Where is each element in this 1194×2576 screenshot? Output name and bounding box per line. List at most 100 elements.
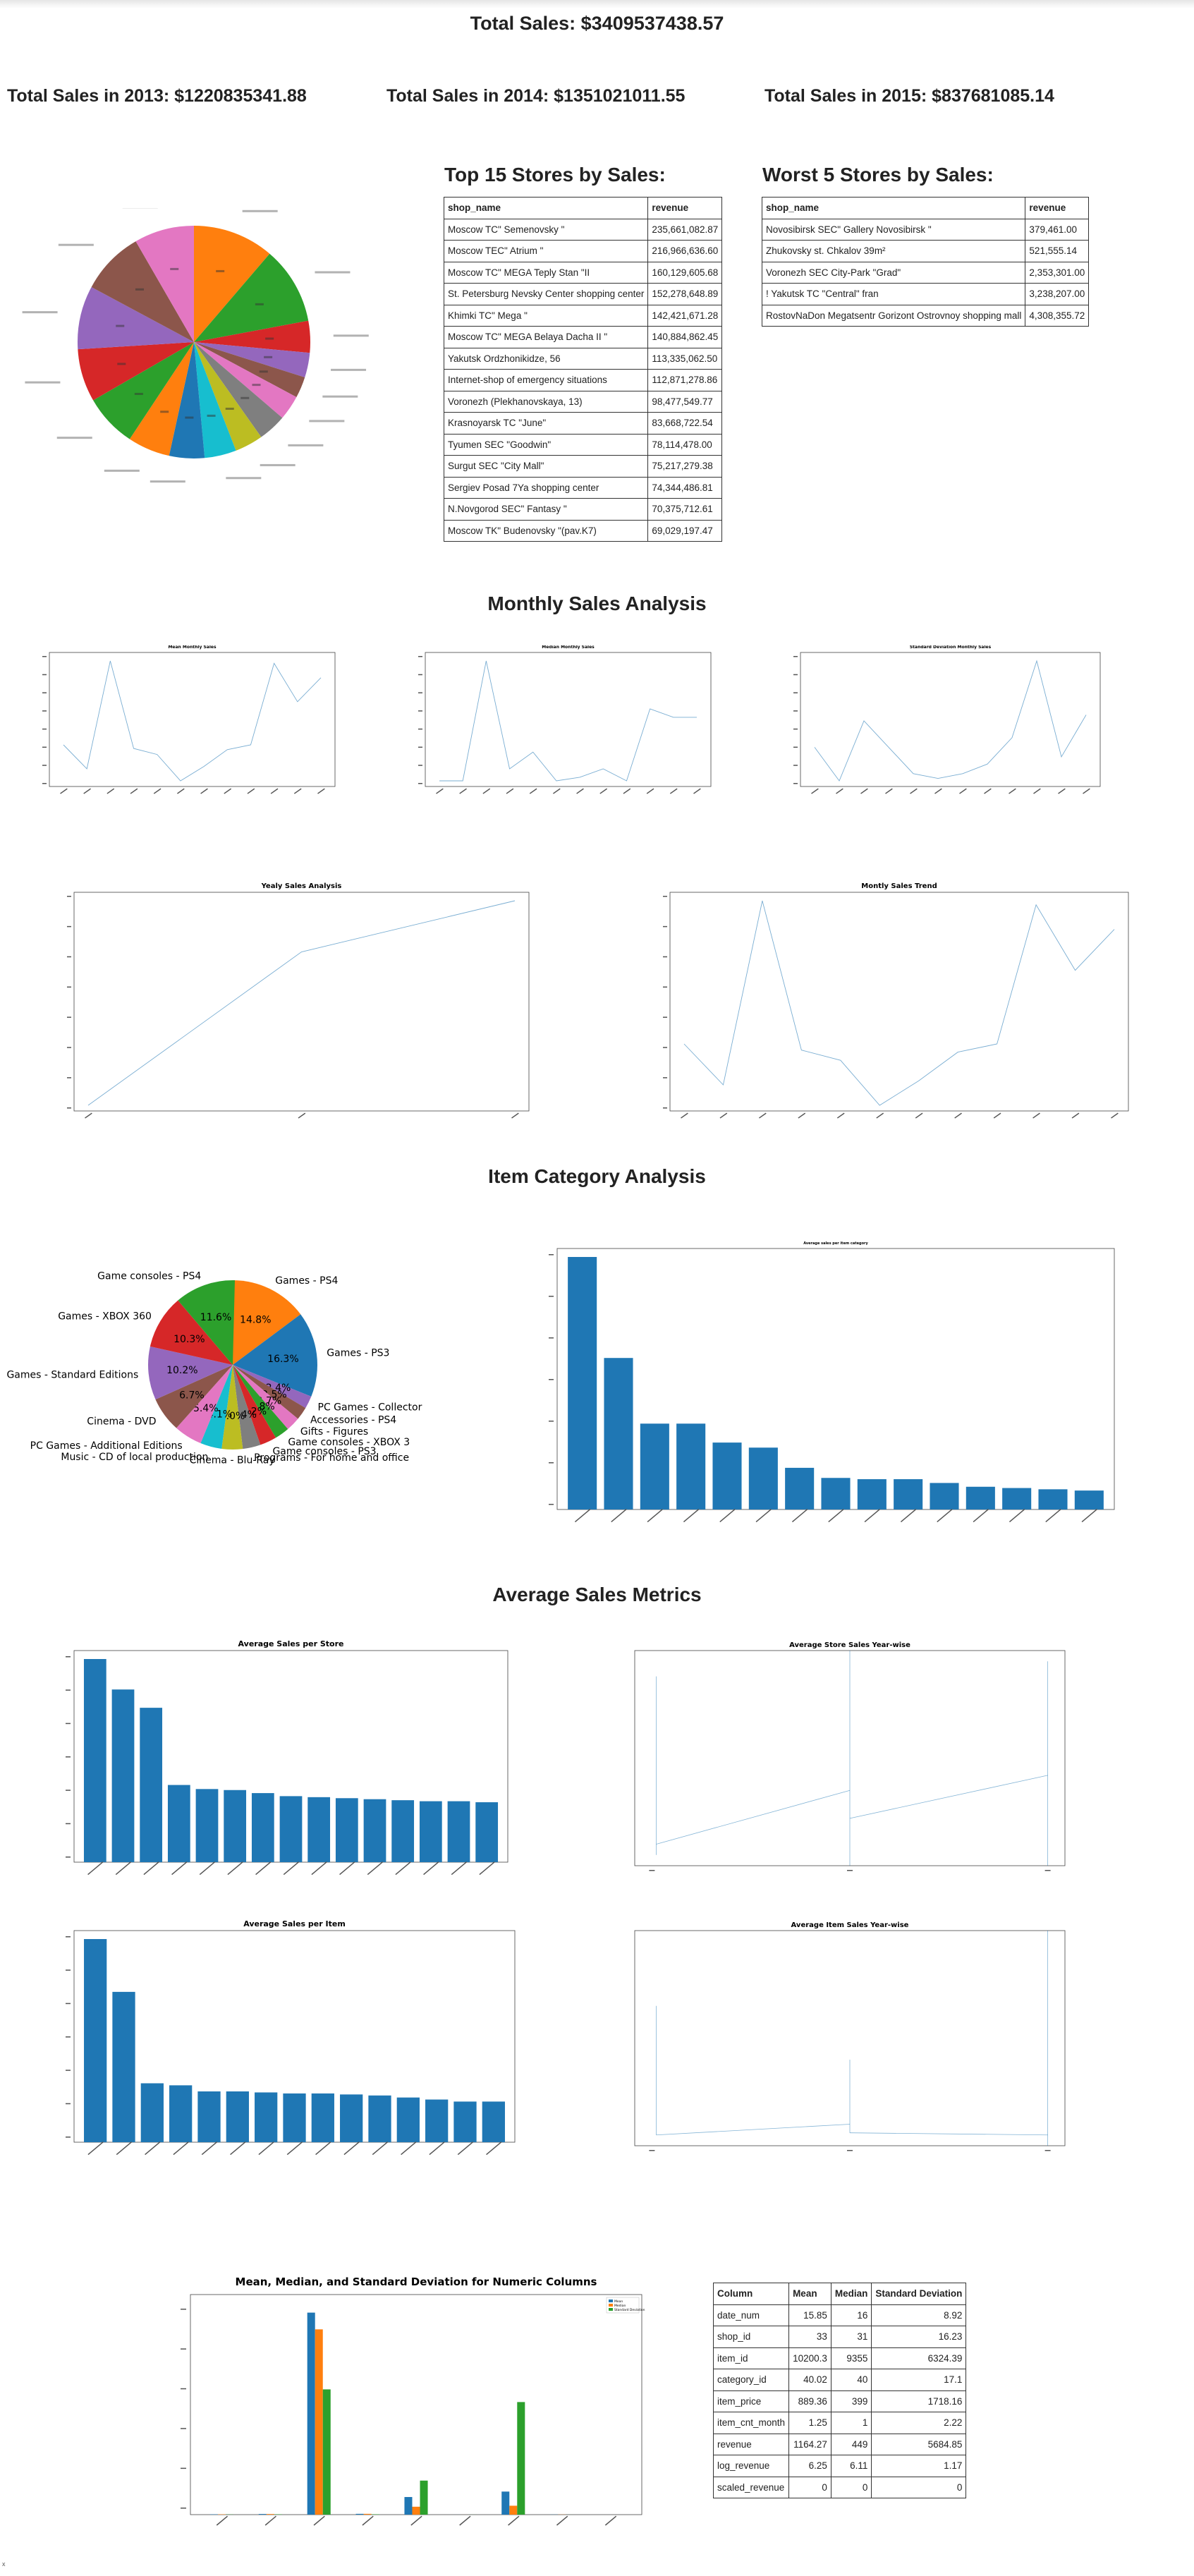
- bar: [453, 2101, 477, 2142]
- table-cell: Internet-shop of emergency situations: [443, 369, 649, 391]
- x-tick-label: [130, 788, 138, 794]
- x-tick-label: [683, 1509, 700, 1523]
- y-tick-label: [663, 1077, 667, 1079]
- pie-slice: [233, 1365, 276, 1445]
- table-cell: 2,353,301.00: [1025, 261, 1090, 284]
- table-cell: 1.17: [871, 2455, 967, 2477]
- pie-slice: [194, 226, 270, 342]
- y-tick-label: [663, 1047, 667, 1048]
- pie-slice: [194, 342, 262, 451]
- y-tick-label: [181, 2348, 186, 2350]
- bar: [322, 2389, 331, 2515]
- pie-label-mark: [104, 469, 140, 472]
- table-cell: revenue: [712, 2433, 790, 2455]
- x-tick-label: [828, 1509, 844, 1523]
- x-tick-label: [106, 788, 115, 794]
- table-cell: St. Petersburg Nevsky Center shopping ce…: [443, 283, 649, 305]
- x-tick-label: [116, 2141, 133, 2156]
- x-tick-label: [791, 1509, 808, 1523]
- col-shop-name: shop_name: [443, 197, 649, 219]
- table-row: Moscow TC" MEGA Belaya Dacha II " 140,884…: [443, 326, 723, 348]
- bar: [396, 2097, 420, 2142]
- numeric-stats-table: Column Mean Median Standard Deviation da…: [712, 2283, 967, 2498]
- table-cell: 4,308,355.72: [1025, 304, 1090, 327]
- table-cell: 521,555.14: [1025, 240, 1090, 262]
- bar: [1002, 1488, 1032, 1509]
- pie-slice-label: Games - XBOX 360: [58, 1311, 152, 1322]
- x-tick-label: [459, 788, 467, 794]
- x-tick-label: [153, 788, 162, 794]
- store-sales-pie-panel: [14, 206, 381, 483]
- pie-pct-mark: [185, 416, 194, 419]
- bar: [965, 1486, 995, 1509]
- x-tick-label: [451, 1861, 468, 1876]
- chart-title: Median Monthly Sales: [542, 645, 595, 650]
- bar: [251, 1793, 274, 1862]
- x-tick-label: [647, 1509, 664, 1523]
- x-tick-label: [339, 1861, 355, 1876]
- pie-slice-label: Game consoles - PS3: [272, 1446, 376, 1457]
- table-cell: N.Novgorod SEC" Fantasy ": [443, 498, 649, 521]
- y-tick-label: [66, 1689, 71, 1691]
- pie-pct-mark: [160, 411, 169, 413]
- table-cell: Sergiev Posad 7Ya shopping center: [443, 476, 649, 499]
- pie-slice: [78, 342, 194, 401]
- x-tick-label: [395, 1861, 411, 1876]
- y-tick-label: [793, 783, 798, 784]
- average-sales-section-title: Average Sales Metrics: [492, 1584, 702, 1605]
- table-row: item_cnt_month 1.25 1 2.22: [712, 2412, 967, 2434]
- table-row: Krasnoyarsk TC "June" 83,668,722.54: [443, 412, 723, 435]
- bar: [140, 1708, 163, 1862]
- y-tick-label: [663, 1107, 667, 1109]
- pie-slice: [233, 1365, 261, 1450]
- x-tick-label: [293, 788, 302, 794]
- table-cell: Moscow TC" MEGA Belaya Dacha II ": [443, 326, 649, 348]
- y-tick-label: [663, 956, 667, 958]
- bar: [604, 1358, 633, 1509]
- bar: [821, 1478, 851, 1509]
- item-category-section-title: Item Category Analysis: [488, 1165, 706, 1187]
- x-tick-label: [847, 2150, 853, 2151]
- table-cell: 142,421,671.28: [647, 304, 723, 327]
- x-tick-label: [758, 1112, 767, 1119]
- chart-title: Average Sales per Item: [243, 1920, 346, 1928]
- x-tick-label: [552, 788, 561, 794]
- worst-stores-table: shop_name revenue Novosibirsk SEC" Galle…: [761, 197, 1090, 327]
- table-cell: Voronezh SEC City-Park "Grad": [761, 261, 1026, 284]
- pie-pct-mark: [135, 288, 145, 291]
- table-row: Internet-shop of emergency situations 112…: [443, 369, 723, 391]
- bar: [197, 2091, 221, 2142]
- table-cell: 1164.27: [788, 2433, 831, 2455]
- y-tick-label: [181, 2467, 186, 2469]
- y-tick-label: [549, 1504, 554, 1505]
- x-tick-label: [482, 788, 491, 794]
- col-column: Column: [712, 2283, 790, 2305]
- x-tick-label: [693, 788, 701, 794]
- table-cell: 83,668,722.54: [647, 412, 723, 435]
- table-cell: Moscow TC" Semenovsky ": [443, 218, 649, 241]
- table-cell: RostovNaDon Megatsentr Gorizont Ostrovno…: [761, 304, 1026, 327]
- x-tick-label: [230, 2141, 246, 2156]
- pie-slice-label: PC Games - Collector: [318, 1402, 422, 1414]
- x-tick-label: [876, 1112, 884, 1119]
- x-tick-label: [1044, 1870, 1051, 1871]
- top-shadow: [0, 0, 1194, 8]
- y-tick-label: [663, 896, 667, 897]
- series-line: [87, 900, 516, 1106]
- table-row: Moscow TC" Semenovsky " 235,661,082.87: [443, 218, 723, 241]
- pie-pct-label: 11.6%: [200, 1312, 231, 1323]
- y-tick-label: [418, 710, 422, 712]
- table-row: N.Novgorod SEC" Fantasy " 70,375,712.61: [443, 498, 723, 521]
- table-cell: 2.22: [871, 2412, 967, 2434]
- total-sales-heading: Total Sales: $3409537438.57: [470, 13, 724, 34]
- x-tick-label: [623, 788, 631, 794]
- x-tick-label: [264, 2515, 276, 2526]
- series-line: [656, 2124, 851, 2136]
- y-tick-label: [67, 986, 71, 988]
- table-cell: 40: [830, 2369, 872, 2391]
- x-tick-label: [934, 788, 942, 794]
- bar: [412, 2506, 420, 2515]
- table-row: St. Petersburg Nevsky Center shopping ce…: [443, 283, 723, 305]
- pie-slice: [194, 253, 309, 342]
